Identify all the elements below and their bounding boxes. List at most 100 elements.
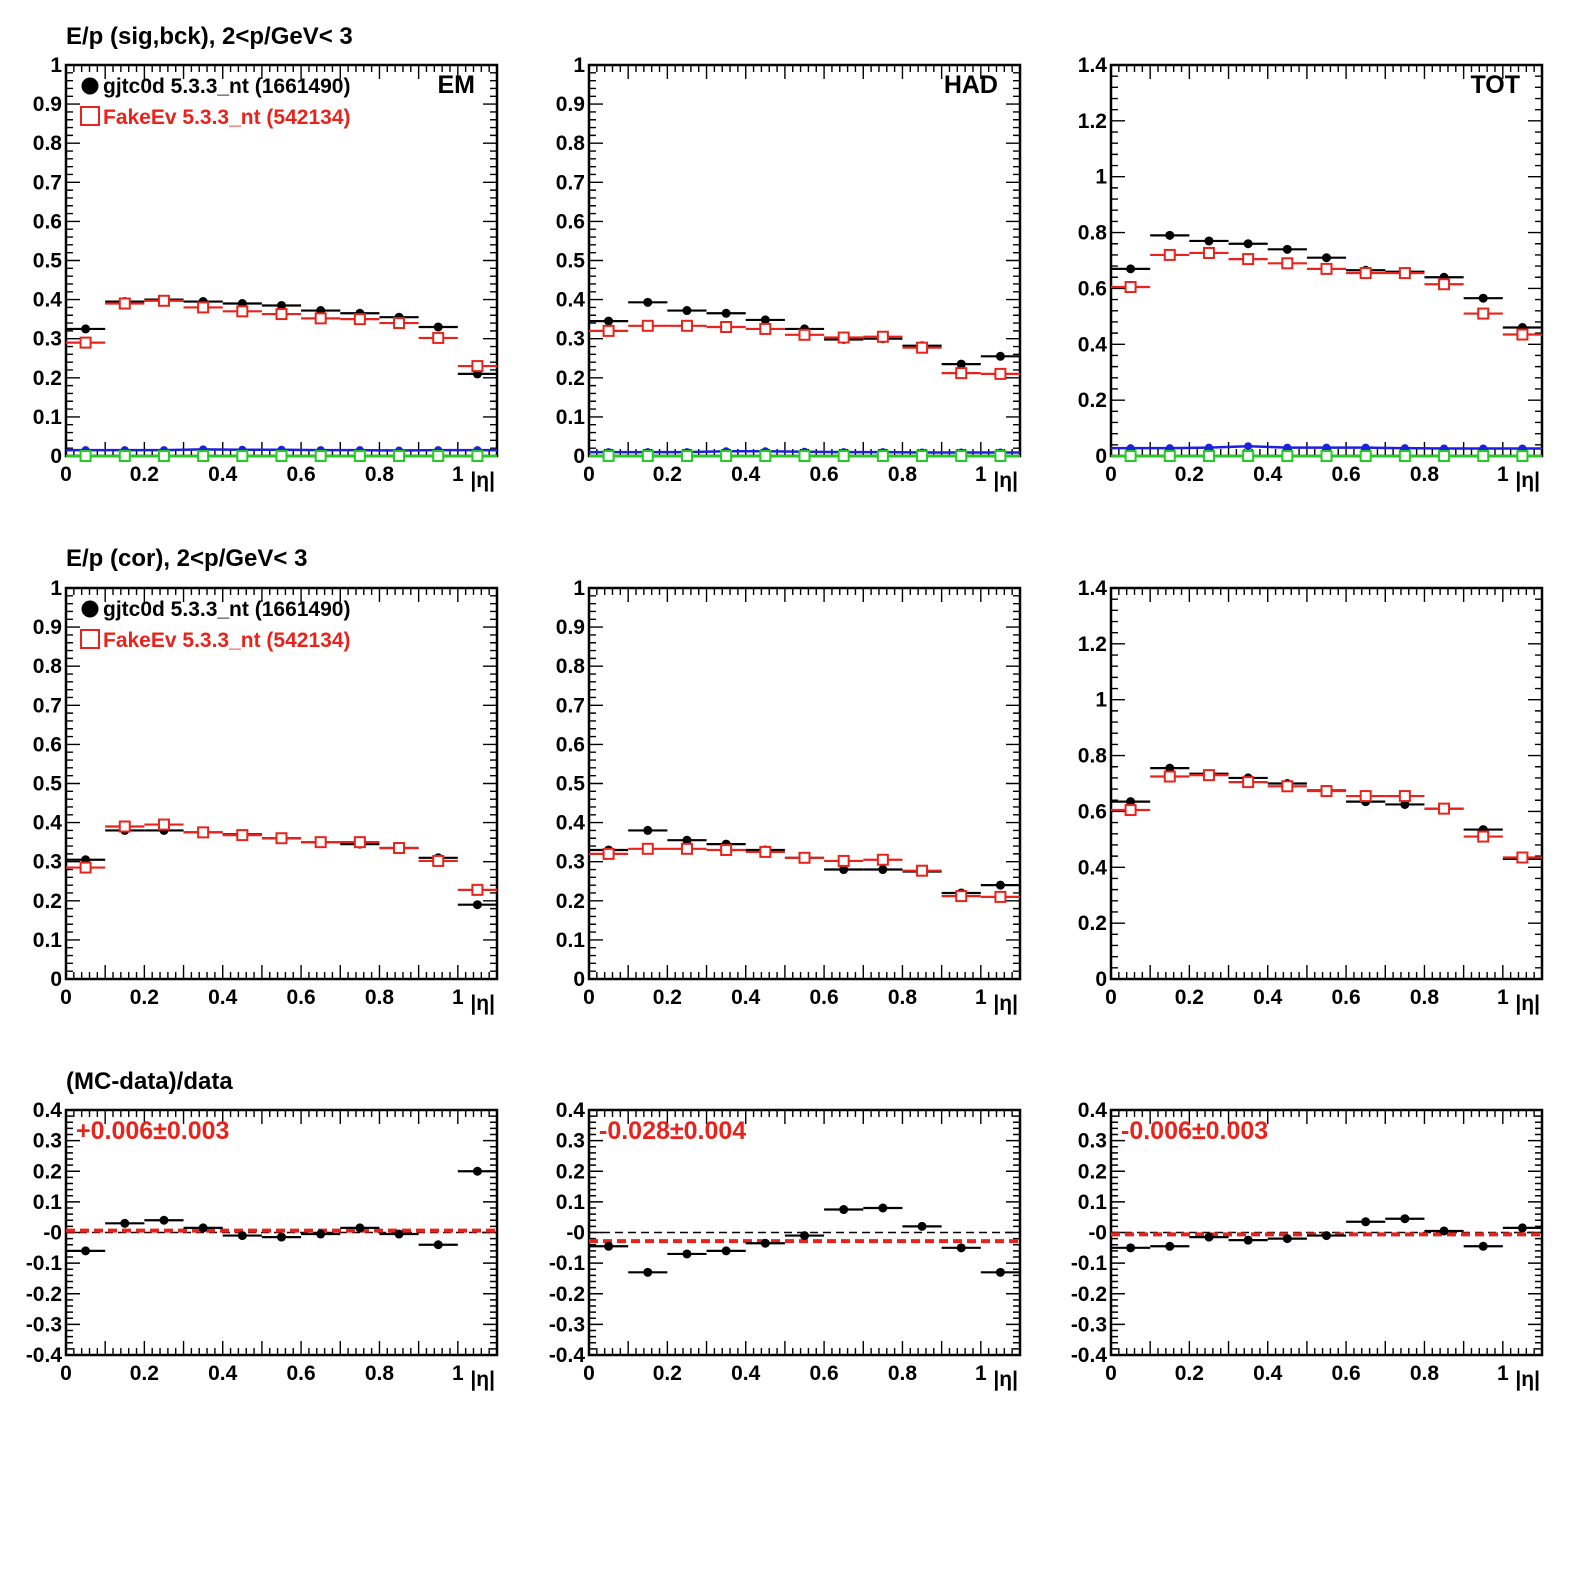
y-tick-label: 0.8 xyxy=(556,132,586,155)
y-tick-label: 0.6 xyxy=(556,733,585,756)
y-tick-label: -0.1 xyxy=(1071,1252,1108,1275)
mc-point xyxy=(471,883,484,896)
y-tick-label: 0.2 xyxy=(1078,912,1107,935)
x-tick-label: 0 xyxy=(60,463,72,486)
mc-point xyxy=(197,826,210,839)
mc-point xyxy=(1320,262,1333,275)
mc-point xyxy=(1398,790,1411,803)
data-point xyxy=(355,1223,365,1233)
y-tick-label: 1.2 xyxy=(1078,633,1107,656)
y-tick-label: 0.6 xyxy=(1078,277,1107,300)
x-tick-label: 0.8 xyxy=(1410,986,1440,1009)
x-tick-label: 0 xyxy=(583,463,595,486)
series-1 xyxy=(66,818,497,896)
x-axis-title: |η| xyxy=(993,469,1018,492)
mc-point xyxy=(876,853,889,866)
y-tick-label: 0.2 xyxy=(556,367,585,390)
row-title-middle: E/p (cor), 2<p/GeV< 3 xyxy=(66,545,307,572)
mc-point xyxy=(1202,246,1215,259)
mc-point xyxy=(916,341,929,354)
mc-point xyxy=(79,861,92,874)
x-tick-label: 0.4 xyxy=(731,986,761,1009)
x-tick-label: 0.8 xyxy=(1410,1362,1440,1385)
x-tick-label: 0 xyxy=(583,1362,595,1385)
y-tick-label: 0.1 xyxy=(33,406,63,429)
mc-point xyxy=(1281,257,1294,270)
mc-point xyxy=(680,450,693,462)
x-tick-label: 0 xyxy=(1105,986,1117,1009)
data-point xyxy=(760,315,770,325)
mc-point xyxy=(641,842,654,855)
data-point xyxy=(721,308,731,318)
y-tick-label: 0.2 xyxy=(33,1160,62,1183)
fit-result-text: -0.006±0.003 xyxy=(1121,1117,1268,1145)
data-point xyxy=(1126,1243,1136,1253)
x-tick-label: 0 xyxy=(583,986,595,1009)
mc-point xyxy=(837,854,850,867)
mc-point xyxy=(680,319,693,332)
panel-0-1: 0 0.2 0.4 0.6 0.8 1 |η| 0 0.1 0.2 0.3 0.4 0.5 0.6 0.7 0… xyxy=(556,54,1022,492)
data-point xyxy=(1283,443,1292,452)
x-tick-label: 0.2 xyxy=(1175,986,1204,1009)
y-tick-label: 0.1 xyxy=(33,1191,63,1214)
plot-frame xyxy=(64,586,499,981)
x-tick-label: 0.8 xyxy=(365,1362,395,1385)
y-tick-label: 0.4 xyxy=(33,289,63,312)
y-tick-label: 0.8 xyxy=(33,655,63,678)
y-tick-label: 1.2 xyxy=(1078,110,1107,133)
y-tick-label: -0.4 xyxy=(1071,1344,1108,1367)
mc-point xyxy=(1398,267,1411,280)
y-tick-label: -0 xyxy=(566,1222,585,1245)
y-tick-label: 0.4 xyxy=(556,1099,586,1122)
data-point xyxy=(81,1246,91,1256)
y-tick-label: 1 xyxy=(573,577,585,600)
y-tick-label: 0.8 xyxy=(556,655,586,678)
mc-point xyxy=(916,450,929,462)
y-tick-label: 0.4 xyxy=(1078,856,1108,879)
y-tick-label: 0.4 xyxy=(1078,333,1108,356)
panel-0-2: 0 0.2 0.4 0.6 0.8 1 |η| 0 0.2 0.4 0.6 0.8 1 1.2 1.4 TOT xyxy=(1078,54,1544,492)
legend: gjtc0d 5.3.3_nt (1661490) FakeEv 5.3.3_nt… xyxy=(80,75,351,129)
mc-point xyxy=(798,450,811,462)
data-point xyxy=(878,1203,888,1213)
series-1 xyxy=(589,319,1020,380)
data-point xyxy=(198,1223,208,1233)
x-tick-label: 0.4 xyxy=(1253,1362,1283,1385)
y-tick-label: 0.2 xyxy=(33,367,62,390)
data-point xyxy=(995,880,1005,890)
mc-point xyxy=(471,450,484,462)
data-point xyxy=(995,1267,1005,1277)
data-point xyxy=(1126,264,1136,274)
mc-point xyxy=(1202,769,1215,782)
y-tick-label: 0.1 xyxy=(1078,1191,1108,1214)
legend-data-label: gjtc0d 5.3.3_nt (1661490) xyxy=(103,598,350,621)
panel-1-0: 0 0.2 0.4 0.6 0.8 1 |η| 0 0.1 0.2 0.3 0.4 0.5 0.6 0.7 0… xyxy=(33,577,499,1015)
data-point xyxy=(760,1238,770,1248)
mc-point xyxy=(1242,776,1255,789)
data-point xyxy=(682,306,692,316)
data-point xyxy=(1400,799,1410,809)
y-tick-label: -0.2 xyxy=(26,1283,62,1306)
panel-2-0: 0 0.2 0.4 0.6 0.8 1 |η| -0.4 -0.3 -0.2 -0.1 -0 0.1 0.… xyxy=(26,1099,499,1391)
panel-tag-tot: TOT xyxy=(1470,71,1520,99)
x-axis-title: |η| xyxy=(993,992,1018,1015)
mc-point xyxy=(432,331,445,344)
y-tick-label: 1.4 xyxy=(1078,54,1108,77)
legend-mc-label: FakeEv 5.3.3_nt (542134) xyxy=(103,629,351,652)
y-tick-label: 0.2 xyxy=(1078,389,1107,412)
mc-point xyxy=(393,317,406,330)
x-tick-label: 1 xyxy=(975,986,987,1009)
data-point xyxy=(1165,1241,1175,1251)
mc-point xyxy=(353,836,366,849)
row-title-top: E/p (sig,bck), 2<p/GeV< 3 xyxy=(66,23,353,50)
y-tick-label: 0.5 xyxy=(556,250,586,273)
series-1 xyxy=(1111,769,1542,864)
mc-point xyxy=(720,843,733,856)
data-point xyxy=(316,1229,326,1239)
y-tick-label: 0.4 xyxy=(556,289,586,312)
data-point xyxy=(1361,443,1370,452)
y-tick-label: -0.4 xyxy=(549,1344,586,1367)
x-axis-title: |η| xyxy=(1515,469,1540,492)
y-tick-label: 0.9 xyxy=(33,93,62,116)
data-point xyxy=(878,865,888,875)
